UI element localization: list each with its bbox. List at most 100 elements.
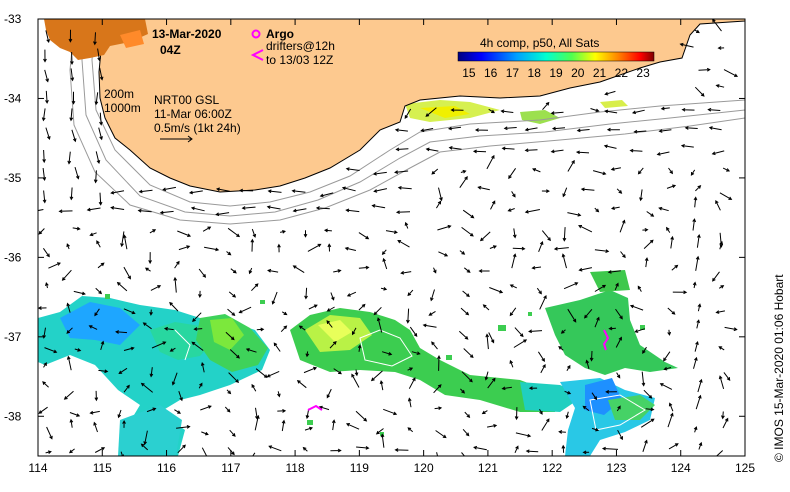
- current-vector-arrow-icon: [643, 389, 653, 399]
- current-vector-arrow-icon: [96, 240, 101, 248]
- current-vector-arrow-icon: [122, 234, 128, 250]
- current-vector-arrow-icon: [198, 382, 203, 389]
- current-vector-arrow-icon: [509, 359, 514, 368]
- current-vector-arrow-icon: [431, 168, 439, 175]
- current-vector-arrow-icon: [226, 389, 232, 395]
- colorbar-tick-label: 18: [528, 66, 542, 80]
- sst-patches: [38, 100, 678, 456]
- current-vector-arrow-icon: [148, 252, 152, 265]
- current-vector-arrow-icon: [177, 444, 186, 454]
- argo-marker-icon: [251, 29, 261, 39]
- current-vector-arrow-icon: [89, 410, 100, 415]
- current-vector-arrow-icon: [149, 229, 157, 234]
- current-vector-arrow-icon: [436, 452, 439, 456]
- current-vector-arrow-icon: [605, 389, 617, 394]
- current-vector-arrow-icon: [715, 199, 721, 211]
- longitude-axis: 114 115 116 117 118 119 120 121 122 123 124 125: [28, 19, 755, 475]
- current-vector-arrow-icon: [38, 209, 44, 212]
- current-vector-arrow-icon: [225, 331, 235, 341]
- current-vector-arrow-icon: [355, 410, 368, 422]
- current-vector-arrow-icon: [226, 251, 232, 256]
- current-vector-arrow-icon: [86, 207, 101, 212]
- current-vector-arrow-icon: [271, 291, 278, 305]
- current-vector-arrow-icon: [151, 341, 167, 349]
- current-vector-arrow-icon: [681, 107, 695, 112]
- current-vector-arrow-icon: [646, 211, 655, 217]
- current-vector-arrow-icon: [584, 308, 593, 319]
- lon-tick-label: 120: [414, 461, 434, 475]
- current-vector-arrow-icon: [98, 127, 103, 141]
- current-vector-arrow-icon: [250, 238, 255, 252]
- current-vector-arrow-icon: [718, 285, 725, 289]
- current-vector-arrow-icon: [69, 418, 74, 428]
- current-vector-arrow-icon: [658, 129, 672, 133]
- current-vector-arrow-icon: [582, 405, 590, 412]
- current-vector-arrow-icon: [550, 149, 564, 154]
- current-vector-arrow-icon: [642, 439, 648, 452]
- current-vector-arrow-icon: [672, 290, 688, 295]
- current-vector-arrow-icon: [216, 187, 230, 192]
- current-vector-arrow-icon: [201, 447, 208, 456]
- current-vector-arrow-icon: [694, 86, 705, 97]
- current-vector-arrow-icon: [266, 205, 281, 210]
- current-vector-arrow-icon: [48, 262, 61, 269]
- current-vector-arrow-icon: [238, 306, 252, 314]
- current-vector-arrow-icon: [191, 341, 204, 351]
- lon-tick-label: 116: [157, 461, 176, 475]
- current-vector-arrow-icon: [302, 446, 308, 452]
- current-vector-arrow-icon: [41, 108, 46, 122]
- current-vector-arrow-icon: [70, 51, 74, 66]
- current-vector-arrow-icon: [514, 327, 524, 338]
- current-vector-arrow-icon: [120, 231, 125, 248]
- current-vector-arrow-icon: [315, 206, 330, 210]
- current-vector-arrow-icon: [327, 243, 332, 252]
- current-vector-arrow-icon: [481, 410, 488, 415]
- current-vector-arrow-icon: [94, 92, 99, 106]
- current-vector-arrow-icon: [277, 409, 287, 413]
- current-vector-arrow-icon: [326, 306, 335, 312]
- current-vector-arrow-icon: [460, 388, 466, 394]
- current-vector-arrow-icon: [345, 167, 360, 171]
- current-vector-arrow-icon: [407, 397, 412, 408]
- current-vector-arrow-icon: [680, 144, 694, 148]
- current-vector-arrow-icon: [509, 284, 518, 289]
- current-vector-arrow-icon: [485, 333, 490, 350]
- current-vector-arrow-icon: [679, 42, 694, 48]
- current-vector-arrow-icon: [616, 188, 623, 194]
- current-vector-arrow-icon: [251, 228, 257, 238]
- sst-contours: [174, 329, 646, 431]
- current-vector-arrow-icon: [215, 212, 230, 217]
- current-vector-arrow-icon: [198, 290, 202, 299]
- current-vector-arrow-icon: [169, 301, 179, 312]
- current-vector-arrow-icon: [117, 409, 122, 419]
- current-vector-arrow-icon: [159, 210, 174, 215]
- current-vector-arrow-icon: [411, 351, 421, 355]
- current-vector-arrow-icon: [524, 148, 538, 153]
- current-vector-arrow-icon: [345, 208, 360, 213]
- current-vector-arrow-icon: [204, 246, 220, 252]
- current-vector-arrow-icon: [693, 356, 698, 369]
- current-vector-arrow-icon: [277, 391, 281, 398]
- current-vector-arrow-icon: [711, 150, 725, 156]
- lon-tick-label: 122: [542, 461, 562, 475]
- current-vector-arrow-icon: [171, 372, 178, 386]
- current-vector-arrow-icon: [380, 433, 385, 448]
- current-vector-arrow-icon: [61, 269, 72, 281]
- current-vector-arrow-icon: [346, 291, 357, 297]
- current-vector-arrow-icon: [89, 232, 97, 237]
- current-vector-arrow-icon: [610, 167, 621, 171]
- current-vector-arrow-icon: [42, 327, 46, 339]
- current-vector-arrow-icon: [303, 366, 318, 374]
- current-vector-arrow-icon: [93, 32, 97, 46]
- current-vector-arrow-icon: [640, 418, 655, 428]
- current-vector-arrow-icon: [58, 209, 73, 214]
- current-vector-arrow-icon: [305, 351, 310, 358]
- current-vector-arrow-icon: [723, 372, 731, 381]
- current-vector-arrow-icon: [326, 320, 333, 328]
- current-vector-arrow-icon: [46, 426, 53, 440]
- current-vector-arrow-icon: [177, 230, 192, 237]
- current-vector-arrow-icon: [486, 154, 495, 170]
- current-vector-arrow-icon: [437, 224, 452, 231]
- current-vector-arrow-icon: [380, 287, 388, 291]
- current-vector-arrow-icon: [560, 329, 566, 334]
